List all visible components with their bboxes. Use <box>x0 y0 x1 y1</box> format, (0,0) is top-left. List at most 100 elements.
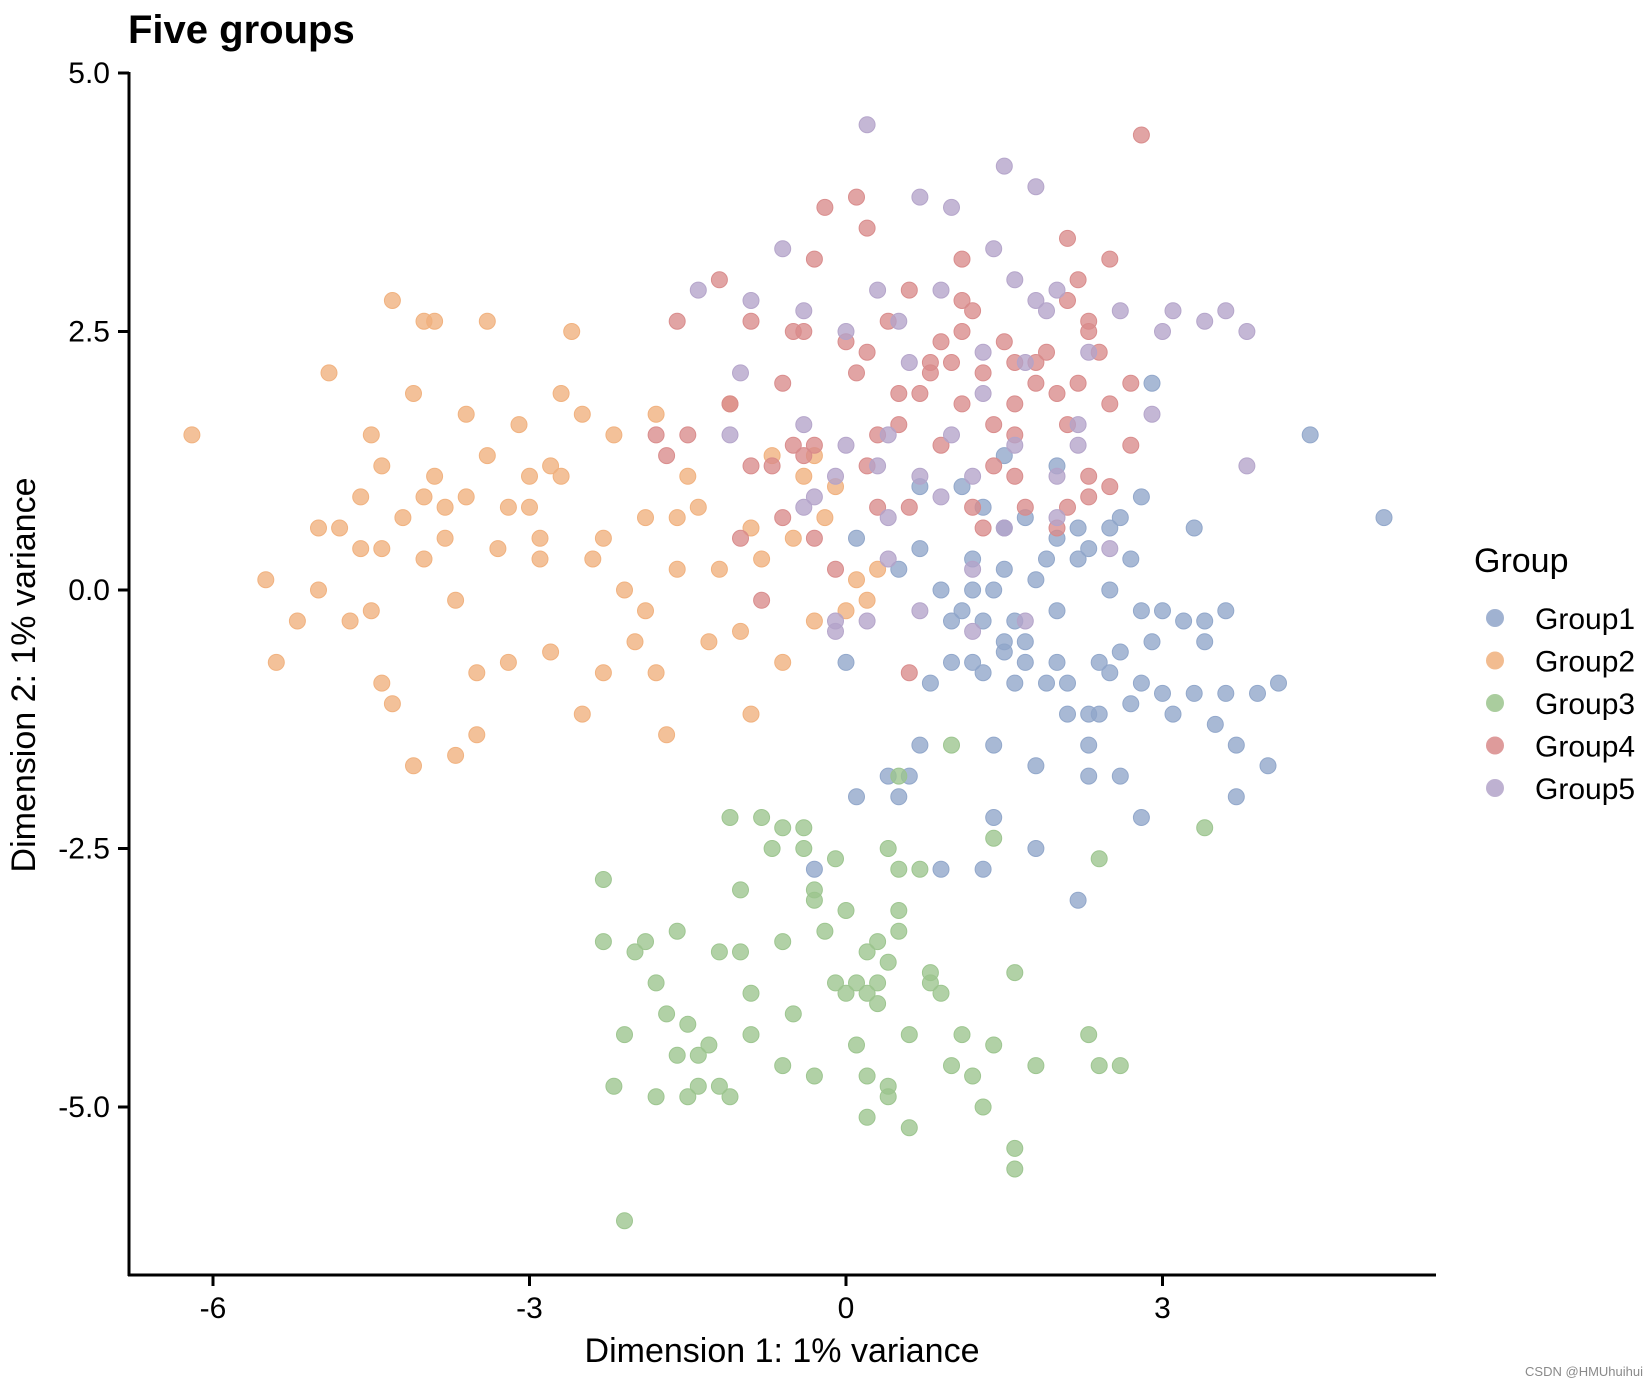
x-tick-label: 3 <box>1154 1292 1171 1325</box>
data-point <box>531 529 549 547</box>
data-point <box>932 488 950 506</box>
data-point <box>805 612 823 630</box>
data-point <box>267 653 285 671</box>
data-point <box>1080 736 1098 754</box>
data-point <box>679 1088 697 1106</box>
data-point <box>647 664 665 682</box>
data-point <box>763 457 781 475</box>
data-point <box>1016 612 1034 630</box>
data-point <box>436 529 454 547</box>
data-point <box>742 312 760 330</box>
x-axis-label: Dimension 1: 1% variance <box>585 1332 980 1370</box>
data-point <box>616 581 633 599</box>
data-point <box>447 591 465 609</box>
data-point <box>647 405 665 423</box>
data-point <box>689 498 707 516</box>
legend-title: Group <box>1474 542 1569 580</box>
data-point <box>911 467 929 485</box>
data-point <box>921 364 939 382</box>
data-point <box>911 188 929 206</box>
data-point <box>573 405 591 423</box>
data-point <box>183 426 201 444</box>
data-point <box>900 664 918 682</box>
data-point <box>594 933 612 951</box>
data-point <box>879 1088 897 1106</box>
data-point <box>1217 302 1235 320</box>
data-point <box>742 519 760 537</box>
data-point <box>721 1088 739 1106</box>
data-point <box>953 1026 971 1044</box>
data-point <box>320 364 338 382</box>
data-point <box>816 509 834 527</box>
data-point <box>499 653 517 671</box>
data-point <box>827 560 844 578</box>
data-point <box>974 664 992 682</box>
data-point <box>932 333 950 351</box>
data-point <box>1175 612 1193 630</box>
data-point <box>1090 1057 1108 1075</box>
data-point <box>1006 1160 1024 1178</box>
data-point <box>1090 850 1108 868</box>
y-axis-label: Dimension 2: 1% variance <box>5 478 43 873</box>
data-point <box>974 364 992 382</box>
data-point <box>1143 633 1161 651</box>
data-point <box>732 881 749 899</box>
data-point <box>1006 467 1024 485</box>
data-point <box>373 457 391 475</box>
data-point <box>1132 602 1150 620</box>
data-point <box>1016 653 1034 671</box>
data-point <box>1069 891 1087 909</box>
y-tick-label: -5.0 <box>58 1091 110 1124</box>
data-point <box>1027 374 1045 392</box>
data-point <box>1027 840 1045 857</box>
data-point <box>1069 436 1087 454</box>
legend-label: Group4 <box>1535 731 1635 764</box>
data-point <box>900 1119 918 1137</box>
data-point <box>415 488 433 506</box>
data-point <box>953 323 971 340</box>
data-point <box>373 674 391 692</box>
data-point <box>1059 705 1076 723</box>
data-point <box>795 840 813 857</box>
data-point <box>805 860 823 878</box>
data-point <box>985 809 1003 826</box>
y-tick-label: 0.0 <box>68 574 110 607</box>
series-group4 <box>647 126 1150 682</box>
data-point <box>985 1036 1003 1054</box>
data-point <box>890 312 908 330</box>
data-point <box>1154 602 1171 620</box>
data-point <box>985 416 1003 434</box>
data-point <box>373 540 391 558</box>
data-point <box>310 581 327 599</box>
watermark: CSDN @HMUhuihui <box>1525 1364 1643 1379</box>
data-point <box>1080 343 1098 361</box>
data-point <box>1059 292 1076 309</box>
data-point <box>879 953 897 971</box>
data-point <box>869 995 887 1013</box>
legend-label: Group3 <box>1535 688 1635 721</box>
data-point <box>974 519 992 537</box>
data-point <box>594 529 612 547</box>
data-point <box>795 819 813 837</box>
data-point <box>1006 271 1024 289</box>
data-point <box>890 560 908 578</box>
data-point <box>774 509 792 527</box>
data-point <box>827 467 844 485</box>
data-point <box>732 622 749 640</box>
data-point <box>795 416 813 434</box>
data-point <box>1164 302 1182 320</box>
data-point <box>974 1098 992 1116</box>
legend-swatch <box>1486 736 1504 755</box>
data-point <box>1185 684 1203 702</box>
data-point <box>658 726 676 744</box>
data-point <box>774 933 792 951</box>
data-point <box>710 271 728 289</box>
data-point <box>869 457 887 475</box>
data-point <box>1059 674 1076 692</box>
data-point <box>721 426 739 444</box>
data-point <box>1196 633 1214 651</box>
data-point <box>331 519 349 537</box>
data-point <box>1101 250 1119 268</box>
legend-swatch <box>1486 609 1504 627</box>
data-point <box>362 602 380 620</box>
